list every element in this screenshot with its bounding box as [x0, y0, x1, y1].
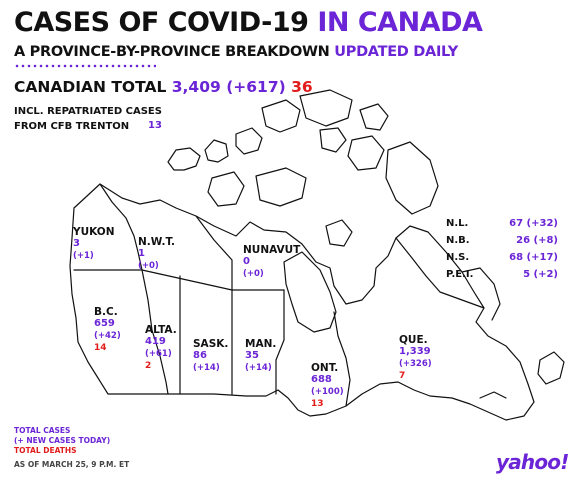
man-new: (+14) — [245, 363, 272, 373]
ont-deaths: 13 — [311, 399, 324, 409]
repatriated-line1: INCL. REPATRIATED CASES — [14, 106, 162, 117]
legend-as-of: AS OF MARCH 25, 9 P.M. ET — [14, 460, 130, 469]
alta-deaths: 2 — [145, 361, 152, 371]
yukon-new: (+1) — [73, 251, 94, 261]
repatriated-value: 13 — [148, 120, 162, 131]
labrador-coast — [461, 267, 501, 321]
national-total: CANADIAN TOTAL 3,409 (+617) 36 — [14, 78, 313, 96]
bc-deaths: 14 — [94, 343, 107, 353]
repatriated-note: INCL. REPATRIATED CASES FROM CFB TRENTON — [14, 104, 162, 134]
nunavut-new: (+0) — [243, 269, 264, 279]
subtitle-accent: UPDATED DAILY — [334, 44, 458, 60]
man-cases: 35 — [245, 350, 259, 361]
legend-new-cases: (+ NEW CASES TODAY) — [14, 436, 111, 445]
ont-cases: 688 — [311, 374, 332, 385]
que-name: QUE. — [399, 334, 428, 346]
province-ont: ONT. 688 (+100) 13 — [311, 362, 344, 410]
atlantic-name-pei: P.E.I. — [446, 269, 474, 280]
arctic-island-1 — [167, 147, 201, 171]
province-nunavut: NUNAVUT 0 (+0) — [243, 244, 300, 280]
man-name: MAN. — [245, 338, 277, 350]
alta-cases: 419 — [145, 336, 166, 347]
atlantic-row-nl: N.L. 67 (+32) — [446, 218, 558, 232]
ont-name: ONT. — [311, 362, 339, 374]
national-new-cases: (+617) — [226, 78, 286, 96]
que-deaths: 7 — [399, 371, 406, 381]
nwt-name: N.W.T. — [138, 236, 176, 248]
sask-new: (+14) — [193, 363, 220, 373]
bc-name: B.C. — [94, 306, 118, 318]
province-que: QUE. 1,339 (+326) 7 — [399, 334, 432, 382]
border-yukon-nwt — [99, 183, 143, 271]
nunavut-name: NUNAVUT — [243, 244, 301, 256]
sask-cases: 86 — [193, 350, 207, 361]
bc-new: (+42) — [94, 331, 121, 341]
mainland-outline — [69, 183, 535, 421]
page-title: CASES OF COVID-19 IN CANADA — [14, 6, 483, 40]
atlantic-value-nl: 67 (+32) — [509, 218, 558, 229]
atlantic-value-ns: 68 (+17) — [509, 252, 558, 263]
arctic-island-7 — [359, 103, 389, 131]
que-cases: 1,339 — [399, 346, 431, 357]
page-subtitle: A PROVINCE-BY-PROVINCE BREAKDOWN UPDATED… — [14, 44, 458, 60]
atlantic-row-pei: P.E.I. 5 (+2) — [446, 269, 558, 283]
province-nwt: N.W.T. 1 (+0) — [138, 236, 175, 272]
national-deaths: 36 — [291, 78, 313, 96]
national-total-cases: 3,409 — [171, 78, 221, 96]
yukon-name: YUKON — [73, 226, 115, 238]
que-new: (+326) — [399, 359, 432, 369]
legend-total-cases: TOTAL CASES — [14, 426, 71, 435]
atlantic-name-nl: N.L. — [446, 218, 469, 229]
border-ont-que — [333, 311, 351, 407]
nunavut-cases: 0 — [243, 256, 250, 267]
province-bc: B.C. 659 (+42) 14 — [94, 306, 121, 354]
atlantic-row-nb: N.B. 26 (+8) — [446, 235, 558, 249]
border-nb — [479, 391, 507, 399]
victoria-island — [255, 167, 307, 207]
atlantic-row-ns: N.S. 68 (+17) — [446, 252, 558, 266]
national-total-label: CANADIAN TOTAL — [14, 78, 167, 96]
arctic-island-5 — [299, 89, 353, 127]
sask-name: SASK. — [193, 338, 229, 350]
legend-total-deaths: TOTAL DEATHS — [14, 446, 77, 455]
nwt-new: (+0) — [138, 261, 159, 271]
province-man: MAN. 35 (+14) — [245, 338, 276, 374]
subtitle-main: A PROVINCE-BY-PROVINCE BREAKDOWN — [14, 44, 330, 60]
dotted-divider — [14, 64, 156, 68]
yahoo-logo: yahoo! — [496, 450, 569, 474]
alta-name: ALTA. — [145, 324, 177, 336]
border-bc-alta — [141, 269, 169, 395]
province-alta: ALTA. 419 (+61) 2 — [145, 324, 177, 372]
atlantic-name-ns: N.S. — [446, 252, 470, 263]
atlantic-name-nb: N.B. — [446, 235, 470, 246]
repatriated-line2: FROM CFB TRENTON — [14, 121, 130, 132]
hudson-bay — [283, 251, 337, 333]
title-accent: IN CANADA — [317, 7, 483, 38]
atlantic-value-pei: 5 (+2) — [523, 269, 558, 280]
arctic-island-6 — [319, 127, 347, 153]
title-main: CASES OF COVID-19 — [14, 7, 309, 38]
alta-new: (+61) — [145, 349, 172, 359]
ont-new: (+100) — [311, 387, 344, 397]
arctic-island-4 — [261, 99, 301, 133]
newfoundland-island — [537, 351, 565, 385]
southampton-island — [325, 219, 353, 247]
arctic-island-2 — [204, 139, 229, 163]
border-60-parallel — [73, 269, 233, 291]
arctic-island-8 — [347, 135, 385, 171]
border-nwt-nunavut — [195, 215, 233, 291]
arctic-island-3 — [235, 127, 263, 155]
border-man-ont — [275, 289, 285, 395]
province-sask: SASK. 86 (+14) — [193, 338, 228, 374]
bc-cases: 659 — [94, 318, 115, 329]
banks-island — [207, 171, 245, 207]
border-que-lab — [395, 237, 485, 309]
yukon-cases: 3 — [73, 238, 80, 249]
nwt-cases: 1 — [138, 248, 145, 259]
atlantic-value-nb: 26 (+8) — [516, 235, 558, 246]
baffin-island — [385, 141, 439, 215]
province-yukon: YUKON 3 (+1) — [73, 226, 115, 262]
